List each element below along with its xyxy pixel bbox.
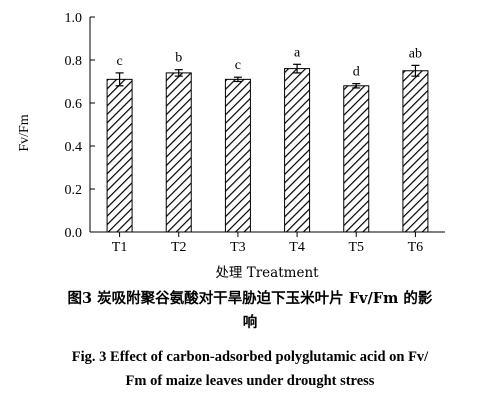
labels: c T1 b T2 c T3 a T4 d T5 ab T6 (112, 45, 423, 255)
axes: 0.0 0.2 0.4 0.6 0.8 1.0 (65, 11, 445, 241)
caption-en-line-2: Fm of maize leaves under drought stress (125, 373, 375, 389)
x-tick-label-t1: T1 (112, 240, 128, 255)
x-tick-label-t2: T2 (171, 240, 187, 255)
significance-label-t3: c (235, 58, 241, 73)
y-axis-label: Fv/Fm (17, 114, 32, 151)
x-tick-label-t4: T4 (289, 240, 305, 255)
significance-label-t2: b (175, 51, 182, 66)
bar-t2 (165, 72, 192, 233)
bar-t1 (106, 78, 133, 233)
caption-cn-line-2: 响 (242, 314, 258, 331)
bars (106, 63, 429, 233)
bar-t4 (284, 68, 311, 233)
x-tick-label-t6: T6 (408, 240, 424, 255)
x-axis-label: 处理 Treatment (215, 265, 319, 281)
bar-t3 (224, 78, 251, 233)
y-tick-label: 0.8 (65, 54, 83, 69)
figure-caption-english: Fig. 3 Effect of carbon-adsorbed polyglu… (0, 345, 500, 393)
y-tick-label: 1.0 (65, 11, 83, 26)
x-tick-label-t5: T5 (348, 240, 364, 255)
caption-cn-line-1: 图3 炭吸附聚谷氨酸对干旱胁迫下玉米叶片 Fv/Fm 的影 (67, 290, 433, 307)
figure-caption-chinese: 图3 炭吸附聚谷氨酸对干旱胁迫下玉米叶片 Fv/Fm 的影 响 (0, 287, 500, 335)
y-tick-label: 0.2 (65, 183, 83, 198)
bar-t5 (343, 85, 370, 233)
y-tick-label: 0.0 (65, 226, 83, 241)
significance-label-t4: a (294, 45, 301, 60)
significance-label-t6: ab (409, 46, 422, 61)
significance-label-t5: d (353, 65, 360, 80)
bar-chart: 0.0 0.2 0.4 0.6 0.8 1.0 c T1 b T2 c T3 a T4 d T5 ab T6 F… (17, 11, 445, 281)
x-tick-label-t3: T3 (230, 240, 246, 255)
bar-t6 (402, 70, 429, 233)
y-tick-label: 0.6 (65, 97, 83, 112)
y-tick-label: 0.4 (65, 140, 83, 155)
caption-en-line-1: Fig. 3 Effect of carbon-adsorbed polyglu… (71, 349, 429, 365)
significance-label-t1: c (116, 54, 122, 69)
